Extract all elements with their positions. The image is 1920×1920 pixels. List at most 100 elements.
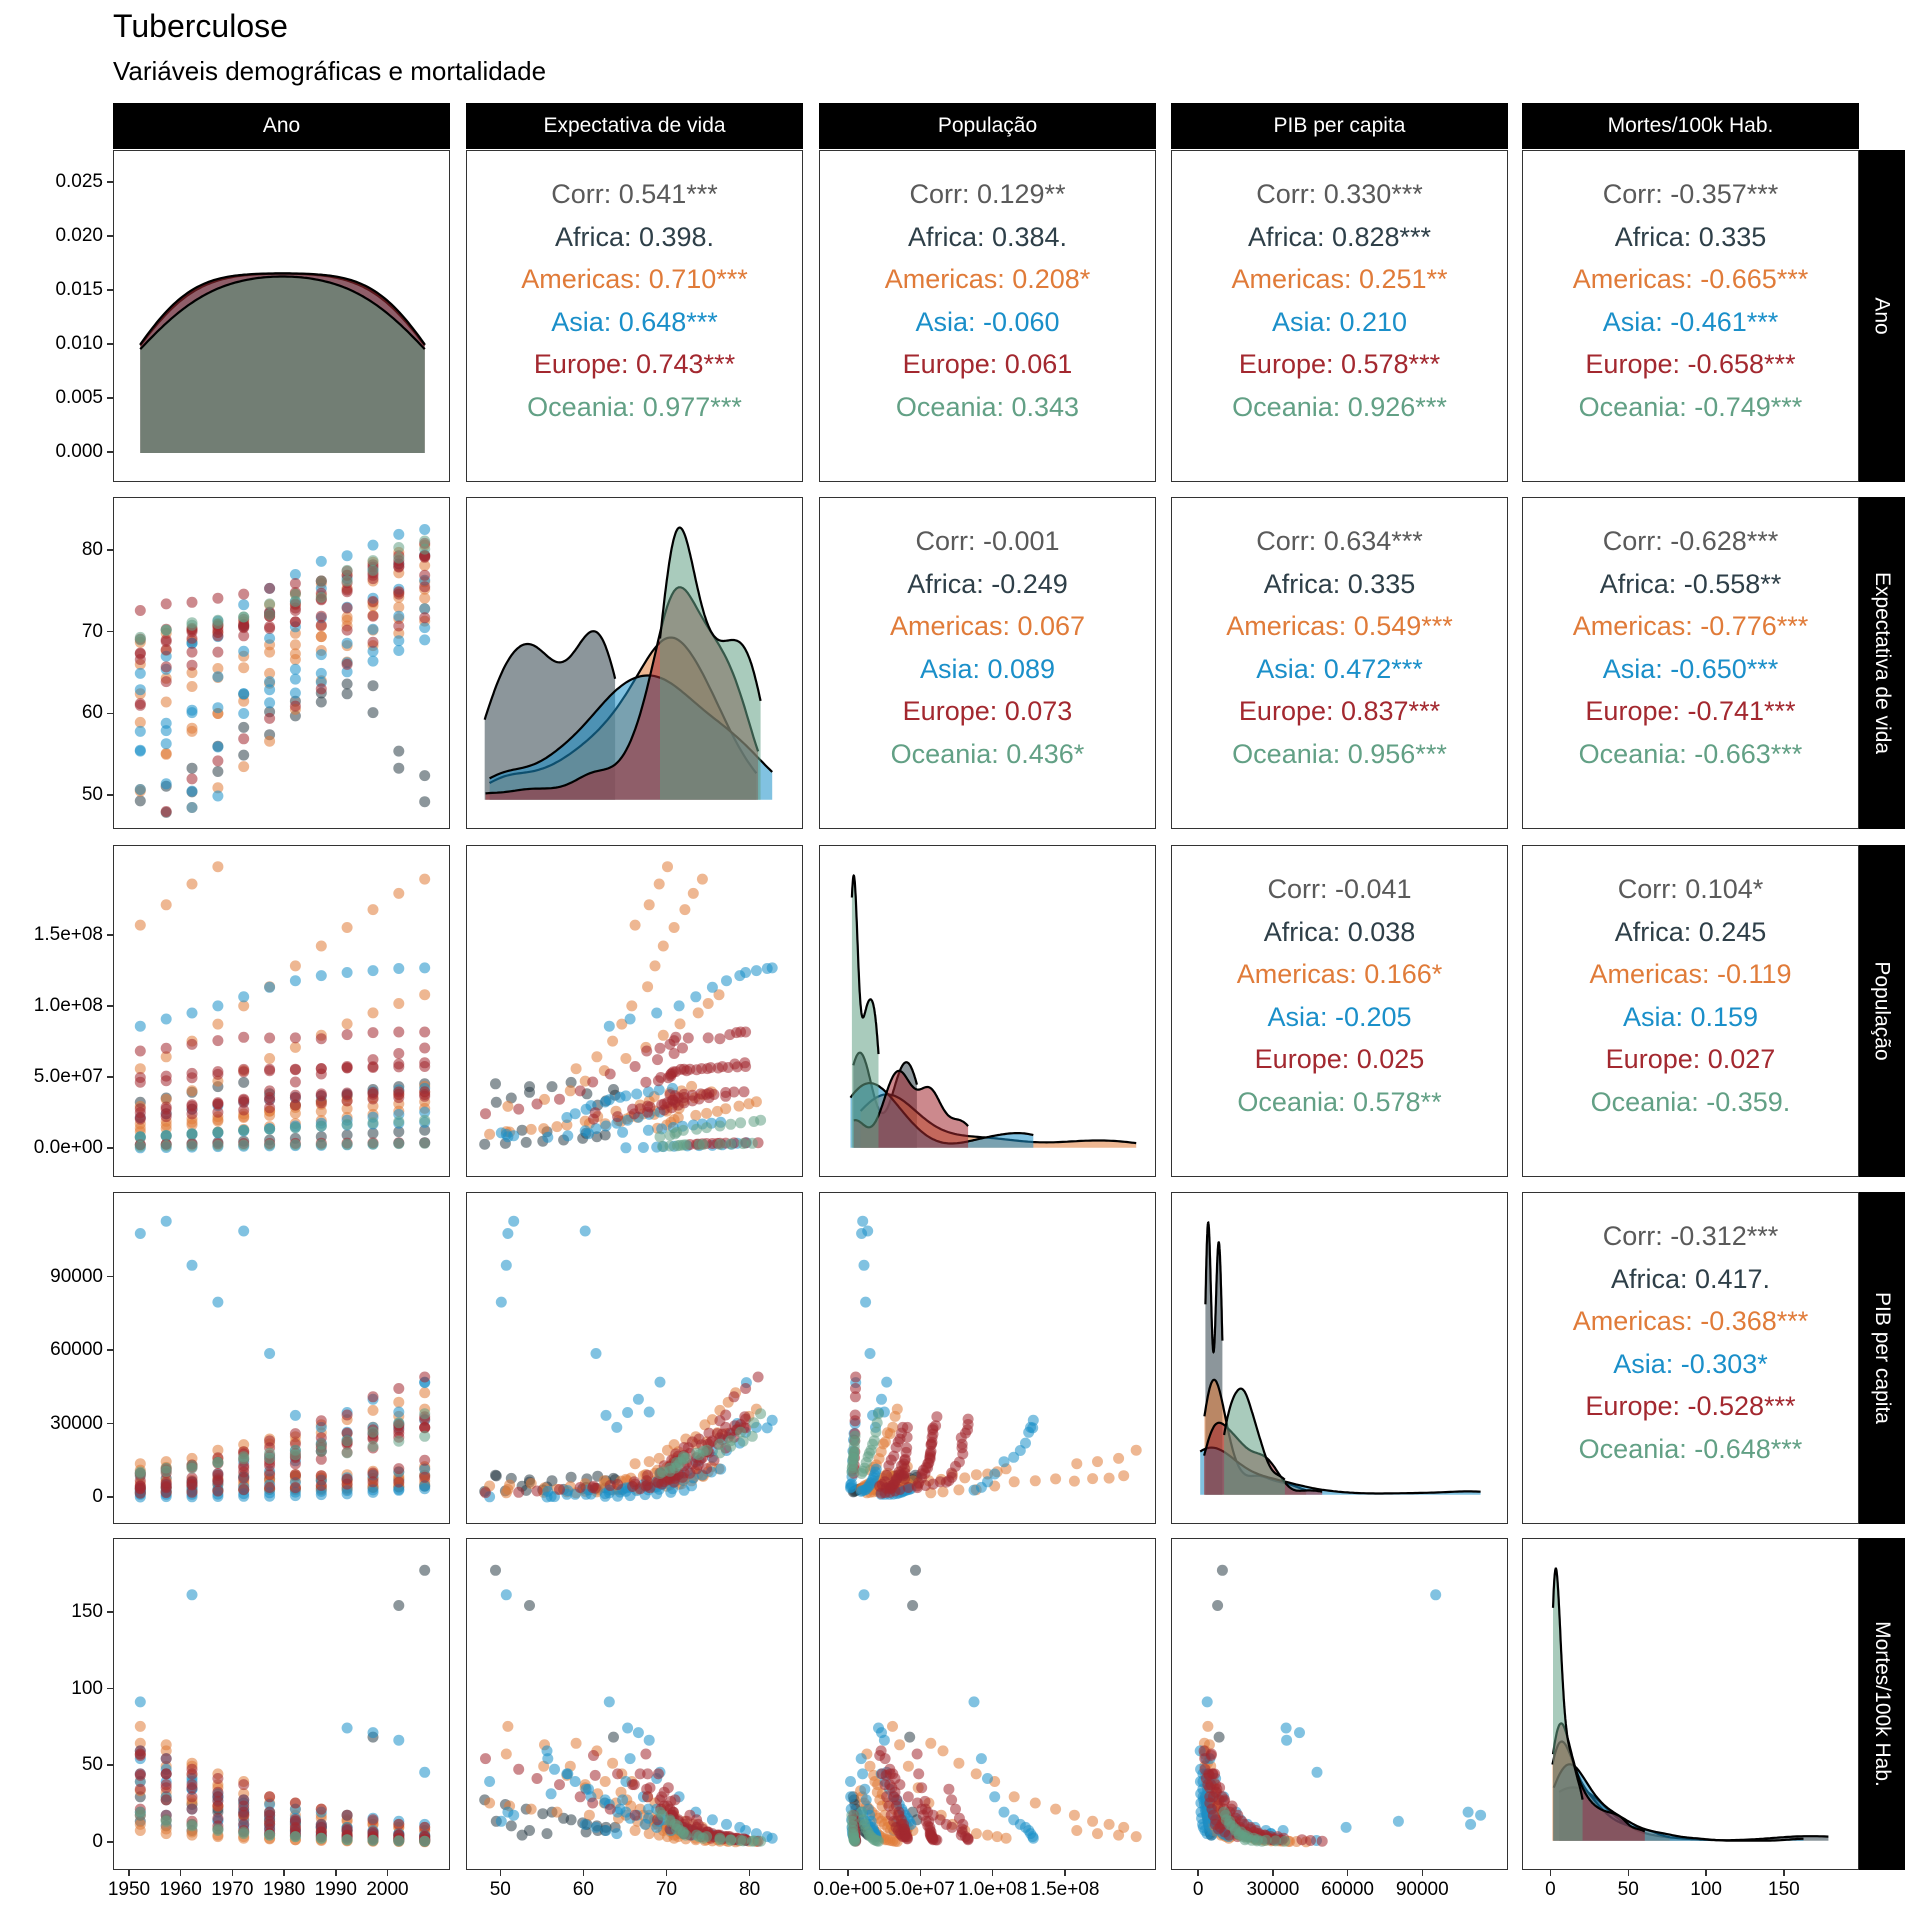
scatter-point — [1113, 1829, 1125, 1841]
scatter-point — [393, 561, 405, 573]
scatter-point — [714, 1138, 726, 1150]
scatter-point — [134, 1768, 146, 1780]
scatter-point — [367, 1007, 379, 1019]
scatter-point — [752, 1371, 764, 1383]
scatter-point — [608, 1731, 619, 1743]
scatter-point — [419, 560, 431, 571]
scatter-point — [930, 1420, 942, 1432]
scatter-point — [887, 1720, 898, 1732]
scatter-point — [551, 1121, 563, 1133]
scatter-point — [642, 1803, 654, 1815]
scatter-point — [160, 1768, 172, 1780]
scatter-point — [315, 683, 327, 695]
y-tick-label: 80 — [81, 538, 103, 560]
group-correlation: Africa: 0.384. — [907, 221, 1068, 252]
scatter-point — [186, 1119, 198, 1131]
scatter-point — [315, 1445, 327, 1457]
scatter-point — [264, 712, 276, 724]
scatter-point — [238, 1000, 250, 1012]
scatter-point — [419, 622, 431, 634]
chart-subtitle: Variáveis demográficas e mortalidade — [113, 56, 547, 86]
scatter-point — [913, 1768, 925, 1780]
scatter-point — [728, 1086, 740, 1098]
scatter-point — [513, 1103, 525, 1115]
scatter-point — [873, 1408, 884, 1420]
scatter-point — [419, 1766, 431, 1778]
scatter-point — [393, 1417, 405, 1429]
scatter-point — [673, 1000, 685, 1012]
scatter-point — [341, 1103, 353, 1115]
scatter-point — [212, 1444, 224, 1456]
scatter-panel — [1171, 1538, 1508, 1870]
scatter-point — [160, 644, 172, 656]
scatter-point — [561, 1112, 573, 1123]
scatter-panel — [466, 1538, 803, 1870]
panel-plot — [479, 1215, 778, 1503]
scatter-point — [264, 1348, 276, 1359]
scatter-point — [490, 1469, 501, 1481]
scatter-point — [238, 1139, 250, 1151]
scatter-point — [419, 873, 431, 885]
scatter-point — [367, 1054, 379, 1066]
scatter-point — [855, 1753, 867, 1765]
scatter-point — [419, 1564, 431, 1576]
scatter-point — [419, 1371, 431, 1383]
scatter-point — [508, 1215, 520, 1227]
scatter-point — [490, 1078, 501, 1090]
scatter-point — [367, 1476, 379, 1488]
scatter-point — [289, 1831, 301, 1843]
scatter-point — [902, 1791, 914, 1803]
scatter-point — [975, 1753, 987, 1765]
correlation-text: Corr: 0.541*** Africa: 0.398. Americas: 0.… — [467, 151, 802, 481]
scatter-point — [186, 707, 198, 719]
scatter-point — [393, 1048, 405, 1059]
panel-plot — [134, 524, 431, 818]
scatter-point — [678, 1442, 690, 1453]
group-correlation: Americas: 0.067 — [889, 611, 1086, 641]
scatter-point — [367, 1127, 379, 1139]
scatter-point — [894, 1779, 906, 1791]
scatter-point — [1226, 1800, 1238, 1812]
scatter-point — [703, 1087, 715, 1099]
scatter-point — [186, 773, 198, 785]
y-tick-label: 60000 — [50, 1339, 103, 1361]
y-tick-label: 0.010 — [55, 333, 103, 355]
group-correlation: Oceania: 0.926*** — [1232, 391, 1447, 422]
scatter-point — [721, 975, 732, 987]
scatter-point — [746, 1835, 758, 1847]
x-tick-label: 100 — [1690, 1879, 1722, 1900]
scatter-point — [238, 1124, 250, 1136]
scatter-point — [607, 1035, 619, 1047]
scatter-point — [134, 1045, 146, 1057]
scatter-point — [1201, 1696, 1213, 1708]
scatter-panel — [113, 497, 450, 829]
scatter-point — [662, 861, 673, 873]
y-tick-mark — [107, 1147, 113, 1149]
scatter-point — [725, 1118, 737, 1130]
scatter-point — [393, 1396, 405, 1408]
scatter-point — [134, 1783, 146, 1795]
scatter-point — [134, 1140, 146, 1152]
scatter-point — [289, 1063, 301, 1075]
scatter-panel — [113, 845, 450, 1177]
scatter-point — [393, 542, 405, 553]
scatter-point — [629, 1061, 641, 1072]
scatter-point — [393, 1818, 405, 1830]
scatter-point — [1068, 1475, 1080, 1487]
scatter-point — [186, 1803, 198, 1815]
scatter-point — [238, 599, 250, 611]
scatter-point — [238, 662, 250, 674]
scatter-point — [238, 1453, 250, 1465]
scatter-point — [629, 1458, 641, 1470]
x-tick-label: 1990 — [314, 1879, 357, 1900]
correlation-panel: Corr: -0.312*** Africa: 0.417. Americas: -… — [1522, 1192, 1859, 1524]
scatter-point — [702, 998, 714, 1009]
overall-correlation: Corr: 0.104* — [1617, 874, 1764, 904]
overall-correlation: Corr: -0.628*** — [1602, 526, 1779, 556]
y-tick-mark — [107, 1496, 113, 1498]
scatter-point — [238, 1484, 250, 1495]
scatter-point — [419, 612, 431, 624]
correlation-text: Corr: -0.628*** Africa: -0.558** Americas:… — [1523, 498, 1858, 828]
scatter-point — [901, 1833, 913, 1845]
scatter-point — [998, 1456, 1010, 1468]
